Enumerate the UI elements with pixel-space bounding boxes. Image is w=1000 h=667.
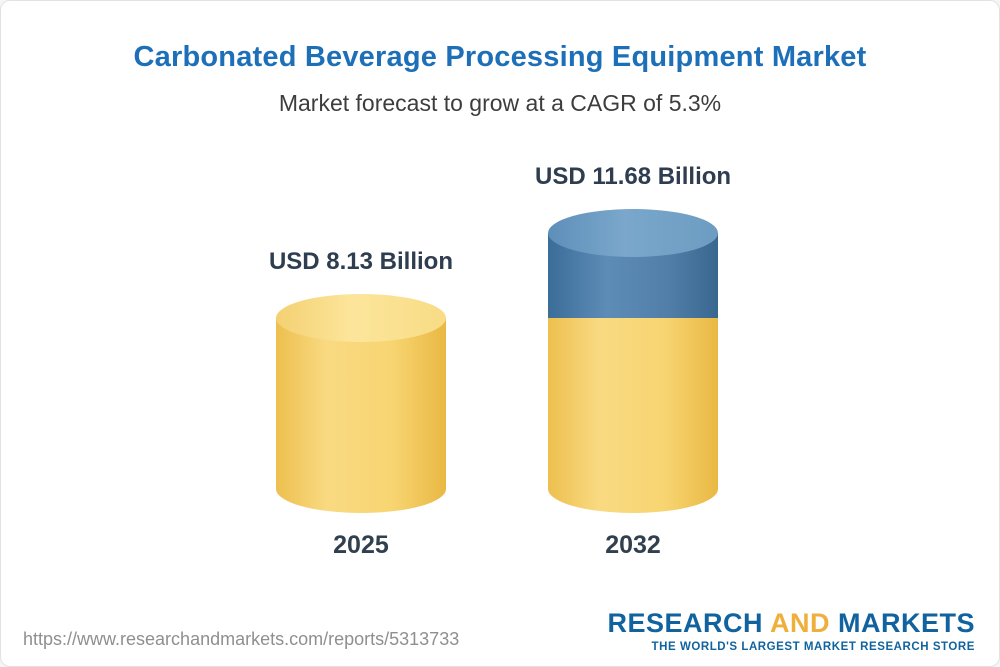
logo-word-research: RESEARCH (607, 607, 763, 638)
report-url-link[interactable]: https://www.researchandmarkets.com/repor… (23, 629, 460, 649)
logo-wordmark: RESEARCH AND MARKETS (607, 607, 975, 639)
bar-2025-cap (275, 294, 446, 342)
axis-label-2032: 2032 (605, 531, 661, 559)
logo-word-and: AND (769, 607, 830, 638)
axis-label-2025: 2025 (333, 531, 389, 559)
bar-chart: USD 8.13 Billion 2025 USD 11.68 Billion … (1, 163, 999, 560)
bar-2025-body (275, 318, 446, 513)
value-label-2025: USD 8.13 Billion (268, 248, 453, 275)
page-subtitle: Market forecast to grow at a CAGR of 5.3… (278, 90, 722, 116)
bar-2032-cap (548, 209, 719, 257)
value-label-2032: USD 11.68 Billion (534, 163, 732, 190)
bar-2025-cylinder (275, 294, 446, 513)
research-and-markets-logo: RESEARCH AND MARKETS THE WORLD'S LARGEST… (607, 607, 975, 654)
bar-group-2025: USD 8.13 Billion 2025 (269, 248, 453, 560)
bar-2032-base-segment (548, 318, 719, 513)
bar-group-2032: USD 11.68 Billion 2032 (535, 163, 731, 560)
bar-2032-cylinder (548, 209, 719, 513)
logo-tagline: THE WORLD'S LARGEST MARKET RESEARCH STOR… (651, 641, 975, 654)
page-title: Carbonated Beverage Processing Equipment… (133, 41, 867, 73)
logo-word-markets: MARKETS (838, 607, 975, 638)
